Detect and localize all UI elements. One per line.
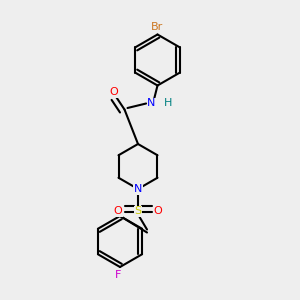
Text: O: O (113, 206, 122, 217)
Text: Br: Br (152, 22, 164, 32)
Text: O: O (154, 206, 163, 217)
Text: S: S (134, 206, 142, 217)
Text: F: F (115, 269, 122, 280)
Text: H: H (164, 98, 172, 109)
Text: O: O (109, 87, 118, 98)
Text: N: N (134, 184, 142, 194)
Text: N: N (147, 98, 156, 109)
